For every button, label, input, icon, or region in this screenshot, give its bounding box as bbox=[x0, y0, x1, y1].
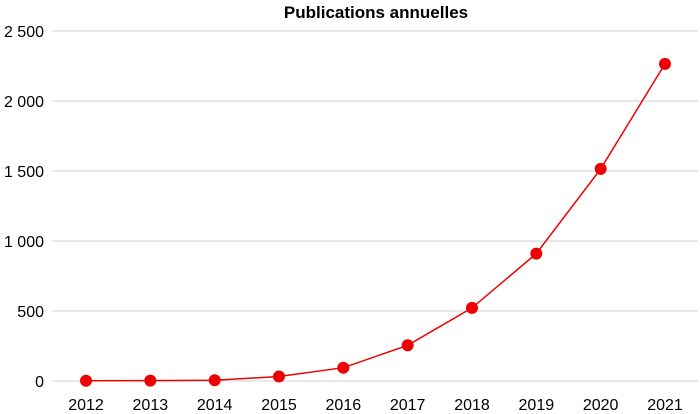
data-point-2019 bbox=[530, 247, 543, 260]
data-point-2012 bbox=[80, 374, 92, 387]
x-tick-label: 2019 bbox=[519, 397, 555, 414]
data-point-2021 bbox=[659, 57, 671, 70]
data-point-2016 bbox=[337, 361, 350, 374]
x-tick-label: 2016 bbox=[326, 397, 362, 414]
x-tick-label: 2015 bbox=[261, 397, 297, 414]
data-point-2015 bbox=[273, 370, 285, 383]
y-tick-label: 1 500 bbox=[4, 164, 44, 181]
y-tick-label: 2 000 bbox=[4, 94, 44, 111]
y-axis-ticks: 0 500 1 000 1 500 2 000 2 500 bbox=[4, 24, 44, 391]
series-layer bbox=[80, 57, 671, 387]
data-point-2014 bbox=[208, 374, 221, 387]
data-point-2013 bbox=[144, 374, 157, 387]
chart-title: Publications annuelles bbox=[284, 3, 468, 22]
y-tick-label: 1 000 bbox=[4, 234, 44, 251]
data-point-2018 bbox=[466, 301, 478, 314]
y-tick-label: 2 500 bbox=[4, 24, 44, 41]
x-tick-label: 2021 bbox=[647, 397, 683, 414]
x-tick-label: 2020 bbox=[583, 397, 619, 414]
x-tick-label: 2012 bbox=[68, 397, 104, 414]
data-point-2017 bbox=[401, 339, 414, 352]
x-tick-label: 2014 bbox=[197, 397, 233, 414]
y-tick-label: 0 bbox=[35, 374, 44, 391]
x-tick-label: 2013 bbox=[133, 397, 169, 414]
grid-lines bbox=[52, 30, 698, 382]
x-tick-label: 2018 bbox=[454, 397, 490, 414]
data-point-2020 bbox=[594, 162, 607, 175]
x-axis-ticks: 2012 2013 2014 2015 2016 2017 2018 2019 2020 2021 bbox=[68, 397, 683, 414]
series-line bbox=[85, 63, 666, 382]
x-tick-label: 2017 bbox=[390, 397, 426, 414]
y-tick-label: 500 bbox=[17, 304, 44, 321]
